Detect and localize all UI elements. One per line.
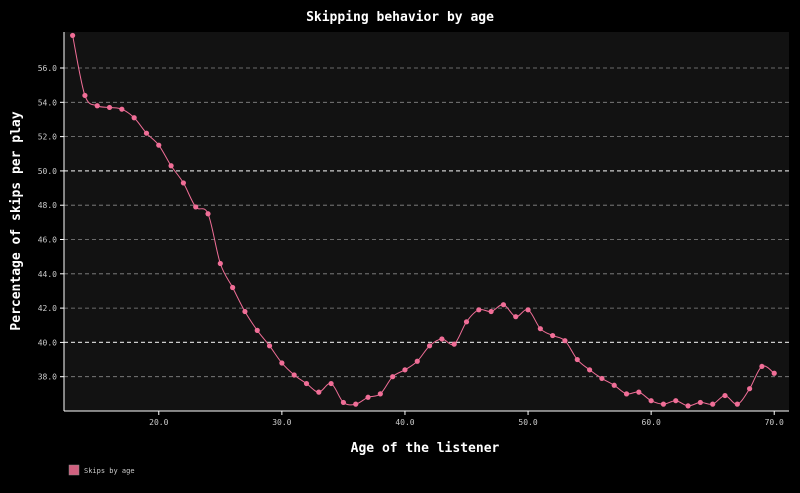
x-tick-label: 30.0 xyxy=(272,418,291,427)
y-tick-label: 54.0 xyxy=(38,98,57,107)
data-point xyxy=(414,358,420,364)
data-point xyxy=(205,211,211,217)
x-tick-label: 60.0 xyxy=(642,418,661,427)
data-point xyxy=(759,363,765,370)
data-point xyxy=(710,401,716,407)
data-point xyxy=(402,367,408,373)
data-point xyxy=(82,92,88,99)
plot-area xyxy=(64,32,789,411)
y-tick-label: 56.0 xyxy=(38,64,57,73)
data-point xyxy=(266,343,273,349)
data-point xyxy=(94,103,100,109)
data-point xyxy=(168,163,174,169)
data-point xyxy=(156,142,162,148)
data-point xyxy=(242,308,248,315)
data-point xyxy=(451,341,457,347)
series-line xyxy=(72,35,775,407)
data-point xyxy=(513,314,519,320)
data-point xyxy=(70,32,76,39)
y-tick-label: 38.0 xyxy=(38,373,57,382)
data-point xyxy=(217,260,223,267)
legend-swatch xyxy=(68,464,80,476)
axes xyxy=(63,32,789,412)
legend-label: Skips by age xyxy=(84,467,135,475)
data-point xyxy=(426,343,433,349)
data-point xyxy=(193,204,199,210)
data-point xyxy=(353,401,359,407)
chart-title: Skipping behavior by age xyxy=(306,10,494,25)
series-skips-by-age xyxy=(70,32,777,409)
data-point xyxy=(340,399,347,406)
x-tick-label: 50.0 xyxy=(518,418,537,427)
data-point xyxy=(722,392,728,399)
data-point xyxy=(734,401,740,407)
data-point xyxy=(623,391,630,397)
legend: Skips by age xyxy=(68,464,135,476)
data-point xyxy=(697,399,703,406)
data-point xyxy=(476,307,482,313)
x-tick-label: 20.0 xyxy=(149,418,168,427)
x-axis-ticks: 20.0 30.0 40.0 50.0 60.0 70.0 xyxy=(149,411,784,427)
x-axis-label: Age of the listener xyxy=(351,441,500,456)
data-point xyxy=(747,386,753,392)
data-point xyxy=(488,308,494,315)
data-point xyxy=(390,374,396,380)
data-point xyxy=(586,367,593,373)
y-axis-ticks: 38.0 40.0 42.0 44.0 46.0 48.0 50.0 52.0 54.0 56.0 xyxy=(38,64,64,382)
data-point xyxy=(254,327,260,333)
y-tick-label: 40.0 xyxy=(38,338,57,347)
data-point xyxy=(611,382,617,388)
data-point xyxy=(463,319,470,325)
data-point xyxy=(648,398,654,404)
y-tick-label: 44.0 xyxy=(38,270,57,279)
data-point xyxy=(636,389,642,395)
y-tick-label: 50.0 xyxy=(38,167,57,176)
data-point xyxy=(550,332,556,339)
y-tick-label: 42.0 xyxy=(38,304,57,313)
data-point xyxy=(599,375,605,382)
data-point xyxy=(119,106,125,112)
data-point xyxy=(537,326,543,332)
data-point xyxy=(574,356,580,363)
data-point xyxy=(143,130,150,136)
y-axis-label: Percentage of skips per play xyxy=(9,111,24,330)
data-point xyxy=(377,391,383,397)
data-point xyxy=(180,180,186,186)
data-point xyxy=(131,115,137,121)
y-tick-label: 46.0 xyxy=(38,236,57,245)
data-point xyxy=(439,336,445,342)
y-tick-label: 52.0 xyxy=(38,133,57,142)
data-point xyxy=(316,389,322,395)
data-point xyxy=(279,360,285,366)
data-point xyxy=(525,307,531,313)
data-point xyxy=(303,380,310,387)
data-point xyxy=(660,401,667,407)
data-point xyxy=(291,372,297,378)
data-point xyxy=(673,398,679,404)
data-point xyxy=(365,394,371,400)
gridlines xyxy=(64,67,789,378)
data-point xyxy=(685,403,691,409)
x-tick-label: 40.0 xyxy=(395,418,414,427)
data-point xyxy=(562,338,568,344)
data-point xyxy=(230,284,236,291)
data-point xyxy=(500,302,507,308)
y-tick-label: 48.0 xyxy=(38,201,57,210)
x-tick-label: 70.0 xyxy=(765,418,784,427)
data-point xyxy=(328,380,334,387)
data-point xyxy=(106,104,113,111)
data-point xyxy=(771,370,777,376)
